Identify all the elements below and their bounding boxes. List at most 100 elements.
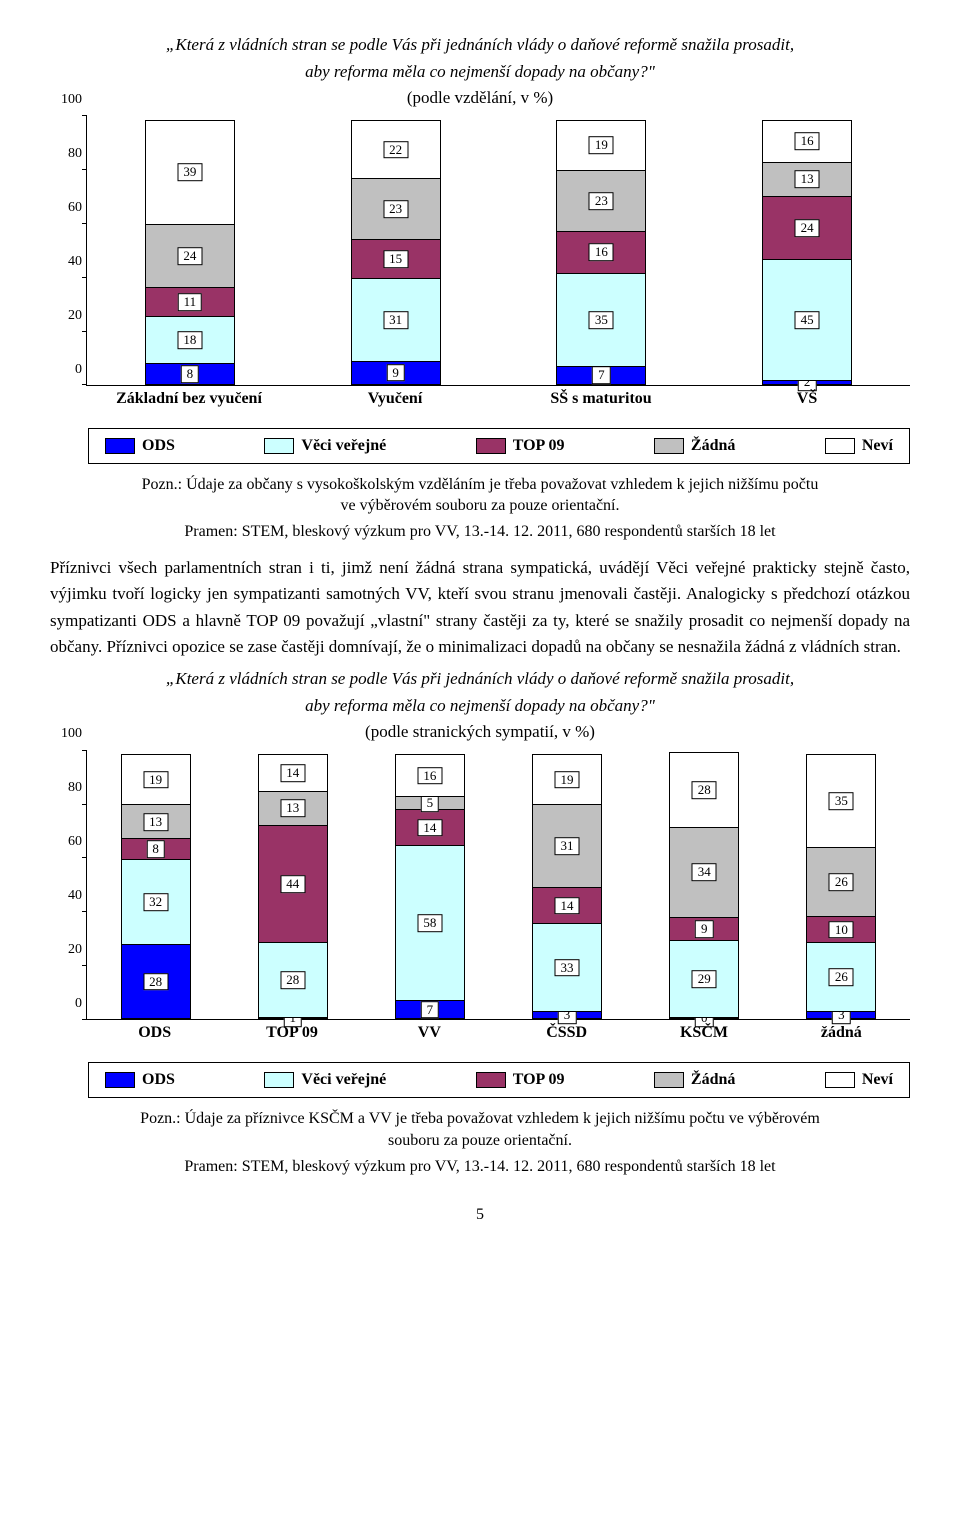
bar-segment-label: 14	[417, 819, 442, 837]
bar-segment-top09: 10	[806, 916, 876, 943]
bar-segment-label: 58	[417, 915, 442, 933]
question-title-2-line2: aby reforma měla co nejmenší dopady na o…	[50, 695, 910, 718]
bar-segment-ods: 7	[556, 366, 646, 385]
bar-segment-label: 14	[280, 764, 305, 782]
bar-segment-label: 39	[177, 164, 202, 182]
x-tick-label: SŠ s maturitou	[498, 386, 704, 408]
subtitle-1: (podle vzdělání, v %)	[50, 88, 910, 108]
bar-segment-zadna: 23	[556, 170, 646, 232]
question-title-line1: „Která z vládních stran se podle Vás při…	[50, 34, 910, 57]
legend-label: TOP 09	[513, 437, 565, 455]
bar-segment-label: 33	[555, 959, 580, 977]
bar-segment-label: 7	[421, 1001, 440, 1019]
y-tick-label: 80	[68, 780, 82, 796]
y-tick-label: 0	[75, 362, 82, 378]
x-tick-label: ČSSD	[498, 1020, 635, 1042]
bar-segment-label: 45	[795, 311, 820, 329]
bar-segment-label: 16	[589, 244, 614, 262]
legend-label: Neví	[862, 1071, 893, 1089]
source-1: Pramen: STEM, bleskový výzkum pro VV, 13…	[50, 523, 910, 541]
question-title-line2: aby reforma měla co nejmenší dopady na o…	[50, 61, 910, 84]
x-tick-label: VŠ	[704, 386, 910, 408]
y-tick-label: 80	[68, 146, 82, 162]
bar-segment-label: 18	[177, 331, 202, 349]
bar-segment-label: 10	[829, 921, 854, 939]
bar-segment-label: 28	[692, 781, 717, 799]
bar-segment-zadna: 26	[806, 847, 876, 917]
bar-segment-vv: 26	[806, 942, 876, 1012]
chart-1-legend: ODS Věci veřejné TOP 09 Žádná Neví	[88, 428, 910, 464]
question-title-2-line1: „Která z vládních stran se podle Vás při…	[50, 668, 910, 691]
x-tick-label: Základní bez vyučení	[86, 386, 292, 408]
bar-segment-nevi: 16	[762, 120, 852, 163]
bar-column: 283281319	[121, 750, 191, 1019]
legend-swatch	[105, 1072, 135, 1088]
legend-swatch	[264, 1072, 294, 1088]
bar-segment-ods: 28	[121, 944, 191, 1019]
legend-swatch	[105, 438, 135, 454]
bar-segment-vv: 45	[762, 259, 852, 380]
bar-segment-zadna: 23	[351, 178, 441, 240]
bar-segment-label: 35	[829, 793, 854, 811]
bar-segment-top09: 8	[121, 838, 191, 860]
legend-swatch	[825, 438, 855, 454]
bar-segment-vv: 32	[121, 859, 191, 945]
bar-segment-label: 34	[692, 864, 717, 882]
bar-segment-nevi: 19	[532, 754, 602, 805]
bar-segment-zadna: 24	[145, 224, 235, 289]
legend-item-nevi: Neví	[825, 1071, 893, 1089]
bar-segment-ods: 7	[395, 1000, 465, 1019]
y-tick-label: 100	[61, 92, 82, 108]
legend-swatch	[654, 438, 684, 454]
bar-segment-nevi: 19	[556, 120, 646, 171]
legend-item-top09: TOP 09	[476, 437, 565, 455]
bar-segment-label: 9	[386, 364, 405, 382]
legend-item-ods: ODS	[105, 1071, 175, 1089]
bar-column: 326102635	[806, 750, 876, 1019]
bar-column: 7 35 16 23 19	[556, 116, 646, 385]
bar-segment-label: 23	[589, 192, 614, 210]
bar-segment-ods: 3	[532, 1011, 602, 1019]
x-tick-label: Vyučení	[292, 386, 498, 408]
y-tick-label: 0	[75, 996, 82, 1012]
x-tick-label: TOP 09	[223, 1020, 360, 1042]
bar-segment-label: 8	[181, 365, 200, 383]
y-tick-label: 60	[68, 834, 82, 850]
bar-segment-vv: 33	[532, 923, 602, 1012]
legend-swatch	[264, 438, 294, 454]
bar-segment-label: 14	[555, 897, 580, 915]
bar-column: 333143119	[532, 750, 602, 1019]
bar-segment-label: 28	[143, 973, 168, 991]
x-tick-label: žádná	[773, 1020, 910, 1042]
bar-column: 245241316	[762, 116, 852, 385]
bar-segment-top09: 15	[351, 239, 441, 279]
bar-segment-label: 16	[417, 767, 442, 785]
y-tick-label: 20	[68, 942, 82, 958]
legend-label: ODS	[142, 437, 175, 455]
bar-segment-zadna: 5	[395, 796, 465, 809]
y-tick-label: 40	[68, 888, 82, 904]
chart-1: 0204060801008181124399311523227351623192…	[50, 116, 910, 416]
bar-segment-ods: 8	[145, 363, 235, 385]
bar-segment-label: 7	[592, 367, 611, 385]
legend-label: Žádná	[691, 437, 735, 455]
body-paragraph: Příznivci všech parlamentních stran i ti…	[50, 555, 910, 660]
bar-segment-top09: 11	[145, 287, 235, 317]
bar-segment-zadna: 13	[258, 791, 328, 826]
bar-segment-label: 35	[589, 311, 614, 329]
legend-item-nevi: Neví	[825, 437, 893, 455]
chart-2: 0204060801002832813191284413147581451633…	[50, 750, 910, 1050]
bar-segment-nevi: 35	[806, 754, 876, 848]
bar-segment-top09: 44	[258, 825, 328, 943]
x-tick-label: VV	[361, 1020, 498, 1042]
page-number: 5	[50, 1206, 910, 1224]
bar-segment-ods: 9	[351, 361, 441, 385]
y-tick-label: 100	[61, 726, 82, 742]
bar-segment-label: 32	[143, 893, 168, 911]
bar-column: 8 18 1124 39	[145, 116, 235, 385]
bar-segment-label: 19	[143, 771, 168, 789]
bar-segment-ods: 3	[806, 1011, 876, 1019]
bar-column: 7 58 14 5 16	[395, 750, 465, 1019]
x-tick-label: ODS	[86, 1020, 223, 1042]
legend-item-vv: Věci veřejné	[264, 437, 386, 455]
